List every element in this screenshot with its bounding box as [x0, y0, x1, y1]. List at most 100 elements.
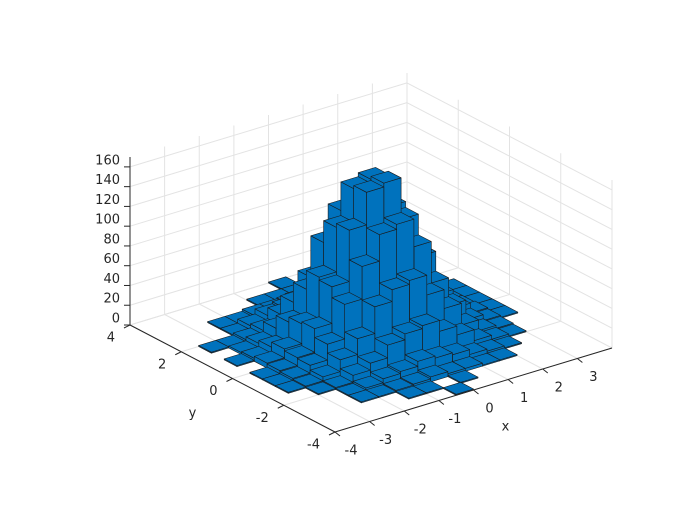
- bar-top: [339, 363, 371, 376]
- bar-top: [374, 332, 406, 346]
- bar-top: [296, 352, 328, 366]
- tick-mark: [328, 431, 336, 436]
- grid-line: [406, 141, 613, 250]
- grid-line: [406, 161, 613, 270]
- bar-top: [284, 345, 315, 358]
- z-tick-label: 40: [103, 272, 120, 287]
- bar-top: [443, 381, 474, 395]
- tick-mark: [577, 358, 583, 363]
- bar: [443, 381, 474, 396]
- tick-mark: [226, 378, 233, 382]
- y-tick-label: -4: [307, 438, 320, 453]
- tick-mark: [542, 368, 549, 374]
- bar: [348, 389, 379, 404]
- bar: [309, 364, 341, 384]
- bar-top: [344, 326, 376, 340]
- bar-top: [266, 358, 298, 372]
- bar: [395, 385, 427, 400]
- z-tick-label: 120: [95, 193, 120, 208]
- grid-line: [129, 82, 408, 168]
- grid-line: [129, 102, 408, 188]
- bar-top: [352, 375, 384, 389]
- x-tick-label: -4: [345, 444, 358, 459]
- tick-mark: [334, 431, 341, 437]
- axes: -4-3-2-10123-4-2024020406080100120140160…: [95, 153, 613, 459]
- grid-line: [406, 82, 613, 191]
- grid-line: [406, 181, 613, 290]
- grid-line: [406, 102, 613, 211]
- bar-top: [275, 380, 306, 393]
- grid-line: [406, 220, 613, 329]
- bar-top: [223, 353, 255, 366]
- z-tick-label: 100: [95, 213, 120, 228]
- bar-top: [366, 222, 397, 235]
- bar-top: [369, 366, 401, 380]
- z-tick-label: 160: [95, 153, 120, 168]
- y-axis-label: y: [189, 406, 197, 421]
- bar-top: [309, 364, 341, 378]
- grid-line: [406, 240, 613, 349]
- bar-top: [279, 366, 311, 379]
- x-tick-label: -2: [414, 423, 427, 438]
- grid-line: [406, 201, 613, 309]
- tick-mark: [277, 404, 284, 409]
- z-tick-label: 140: [95, 173, 120, 188]
- bar-top: [353, 180, 385, 193]
- bar-top: [400, 371, 431, 385]
- y-tick-label: 0: [209, 384, 217, 399]
- bar-top: [357, 350, 388, 364]
- bar-top: [331, 292, 363, 305]
- bars: [198, 167, 527, 404]
- bar-top: [417, 364, 449, 378]
- bar-top: [361, 294, 393, 308]
- grid-line: [129, 141, 408, 227]
- bar-top: [198, 339, 229, 353]
- y-tick-label: 2: [158, 357, 166, 372]
- grid-line: [406, 121, 613, 230]
- y-tick-label: 4: [107, 331, 115, 346]
- y-tick-label: -2: [256, 411, 269, 426]
- bar-top: [336, 217, 367, 231]
- bar: [305, 381, 337, 396]
- bar-top: [314, 331, 346, 345]
- x-axis-label: x: [502, 420, 510, 435]
- bar-top: [348, 389, 379, 403]
- bar: [223, 353, 255, 367]
- bar-top: [254, 350, 285, 364]
- z-tick-label: 80: [103, 232, 120, 247]
- bar-top: [396, 268, 428, 281]
- bar-top: [383, 212, 415, 225]
- bar-top: [404, 349, 436, 362]
- bar-top: [387, 359, 419, 372]
- tick-mark: [369, 421, 375, 426]
- bar-top: [322, 375, 354, 388]
- tick-mark: [473, 389, 479, 395]
- bar-top: [318, 274, 350, 288]
- x-tick-label: 2: [555, 381, 563, 396]
- bar: [447, 370, 479, 384]
- bar-top: [447, 370, 479, 383]
- bar-top: [271, 336, 303, 350]
- x-tick-label: 1: [520, 391, 528, 406]
- tick-mark: [507, 379, 514, 384]
- bar-top: [378, 277, 410, 291]
- bar-top: [409, 313, 440, 327]
- tick-mark: [175, 351, 182, 356]
- tick-mark: [438, 400, 445, 405]
- bar-top: [370, 170, 402, 184]
- grid-line: [129, 121, 408, 207]
- x-tick-label: 0: [485, 402, 493, 417]
- bar: [275, 380, 306, 394]
- tick-mark: [403, 410, 410, 416]
- bar-top: [301, 316, 333, 329]
- z-tick-label: 60: [103, 252, 120, 267]
- x-tick-label: -3: [379, 433, 392, 448]
- bar-top: [327, 347, 358, 361]
- bar-top: [348, 254, 380, 267]
- bar-top: [305, 381, 337, 395]
- bar: [198, 339, 229, 354]
- bar-top: [382, 378, 414, 391]
- z-tick-label: 0: [112, 312, 120, 327]
- bar-top: [305, 264, 337, 278]
